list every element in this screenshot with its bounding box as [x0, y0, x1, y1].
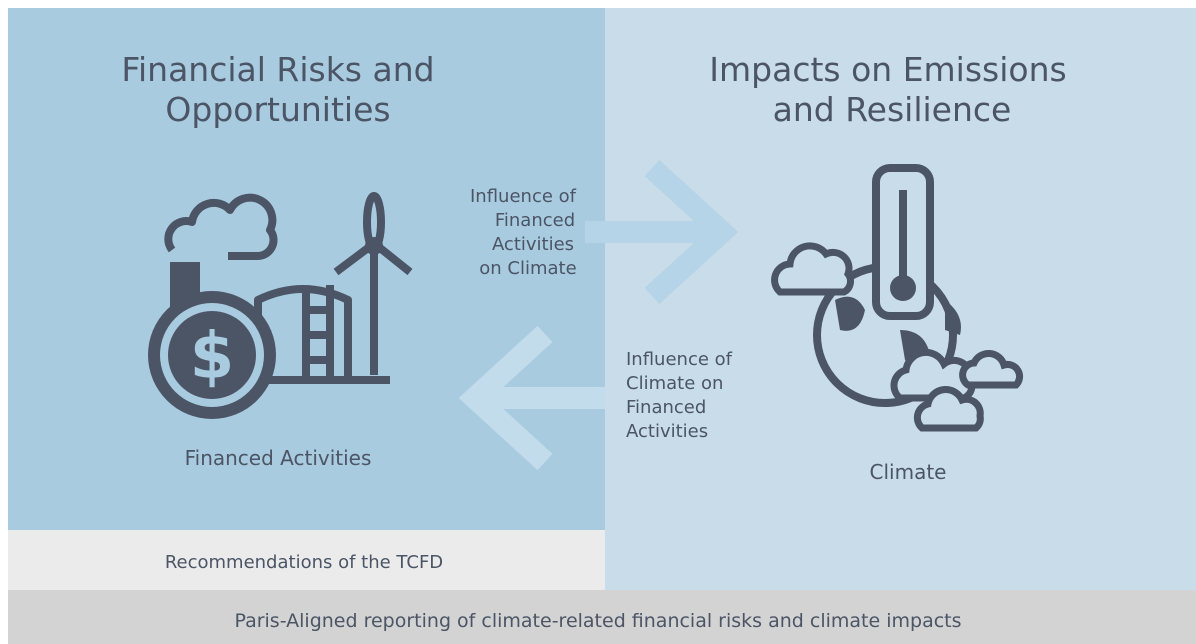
dollar-sign: $ — [190, 320, 235, 394]
left-title: Financial Risks and — [121, 50, 434, 89]
arrow-label: on Climate — [479, 258, 576, 279]
arrow-label: Activities — [626, 421, 708, 442]
footer-text: Paris-Aligned reporting of climate-relat… — [234, 610, 961, 632]
left-title: Opportunities — [165, 90, 390, 129]
arrow-label: Financed — [626, 397, 706, 418]
icon-label: Climate — [870, 460, 947, 484]
icon-label: Financed Activities — [185, 446, 372, 470]
arrow-label: Activities — [492, 234, 574, 255]
left-footer-text: Recommendations of the TCFD — [165, 552, 443, 573]
diagram: $ Financial Risks and Opportunities Impa… — [0, 0, 1196, 644]
arrow-label: Financed — [495, 210, 575, 231]
right-title: Impacts on Emissions — [709, 50, 1066, 89]
right-title: and Resilience — [773, 90, 1012, 129]
arrow-label: Influence of — [626, 349, 733, 370]
arrow-label: Climate on — [626, 373, 723, 394]
arrow-label: Influence of — [470, 186, 577, 207]
